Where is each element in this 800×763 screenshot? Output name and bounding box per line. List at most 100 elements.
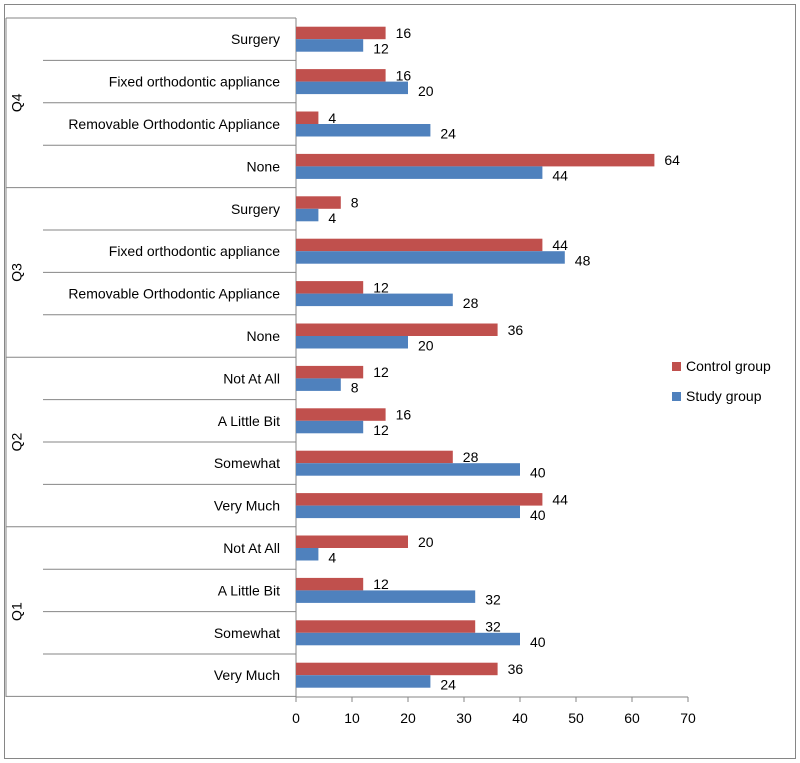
category-label: Not At All (223, 540, 280, 556)
bar-control (296, 69, 386, 82)
category-label: Removable Orthodontic Appliance (68, 116, 280, 132)
bar-control (296, 196, 341, 209)
data-label-study: 40 (530, 507, 546, 523)
data-label-study: 28 (463, 295, 479, 311)
bar-control (296, 365, 364, 379)
category-label: Fixed orthodontic appliance (109, 243, 280, 259)
data-label-control: 44 (552, 491, 568, 507)
x-tick-label: 60 (624, 710, 640, 726)
data-label-control: 16 (396, 407, 412, 423)
data-label-control: 28 (463, 449, 479, 465)
legend-swatch-control (672, 362, 681, 371)
bar-control (296, 323, 498, 336)
data-label-study: 4 (328, 549, 336, 565)
data-label-study: 40 (530, 634, 546, 650)
data-label-control: 12 (373, 364, 389, 380)
x-tick-label: 50 (568, 710, 584, 726)
category-label: Fixed orthodontic appliance (109, 74, 280, 90)
data-label-study: 24 (440, 125, 456, 141)
data-label-study: 20 (418, 337, 434, 353)
legend-label-control: Control group (686, 358, 771, 374)
bar-study (296, 463, 520, 476)
bar-control (296, 408, 386, 421)
bar-study (296, 378, 341, 391)
group-label: Q2 (9, 432, 25, 451)
data-label-control: 36 (508, 322, 524, 338)
data-label-control: 16 (396, 67, 412, 83)
legend-swatch-study (672, 392, 681, 401)
x-tick-label: 40 (512, 710, 528, 726)
data-label-study: 8 (351, 380, 359, 396)
legend: Control group Study group (672, 358, 771, 404)
bar-study (296, 39, 364, 52)
data-label-study: 12 (373, 422, 389, 438)
data-label-control: 20 (418, 534, 434, 550)
x-tick-label: 10 (344, 710, 360, 726)
x-tick-label: 0 (292, 710, 300, 726)
bar-control (296, 620, 476, 633)
category-label: Surgery (231, 31, 280, 47)
bar-control (296, 153, 655, 167)
category-label: A Little Bit (218, 582, 280, 598)
category-label: Not At All (223, 370, 280, 386)
data-label-study: 20 (418, 83, 434, 99)
group-label: Q1 (9, 602, 25, 621)
bar-control (296, 238, 543, 252)
category-label: Somewhat (214, 625, 280, 641)
bar-control (296, 662, 498, 676)
category-label: None (247, 158, 281, 174)
x-tick-label: 70 (680, 710, 696, 726)
data-label-control: 12 (373, 576, 389, 592)
bar-control (296, 535, 408, 548)
category-label: Very Much (214, 667, 280, 683)
bar-study (296, 166, 543, 179)
x-tick-label: 20 (400, 710, 416, 726)
data-label-control: 4 (328, 110, 336, 126)
bar-study (296, 251, 565, 264)
data-label-study: 12 (373, 40, 389, 56)
data-label-control: 64 (664, 152, 680, 168)
group-label: Q3 (9, 263, 25, 282)
bar-study (296, 548, 319, 561)
bars (296, 26, 655, 688)
bar-study (296, 293, 453, 307)
data-label-control: 8 (351, 195, 359, 211)
category-label: Somewhat (214, 455, 280, 471)
x-tick-label: 30 (456, 710, 472, 726)
data-label-study: 40 (530, 464, 546, 480)
bar-study (296, 420, 364, 434)
category-label: Removable Orthodontic Appliance (68, 286, 280, 302)
data-labels: 1612162042464448444481228362012816122840… (328, 25, 680, 693)
category-label: Very Much (214, 498, 280, 514)
category-label: A Little Bit (218, 413, 280, 429)
data-label-study: 44 (552, 168, 568, 184)
bar-control (296, 493, 543, 506)
data-label-control: 32 (485, 619, 501, 635)
bar-study (296, 590, 476, 603)
data-label-control: 16 (396, 25, 412, 41)
data-label-study: 48 (575, 252, 591, 268)
bar-study (296, 124, 431, 137)
data-label-control: 44 (552, 237, 568, 253)
group-label: Q4 (9, 93, 25, 112)
bar-control (296, 111, 319, 124)
data-label-study: 32 (485, 592, 501, 608)
bar-study (296, 336, 408, 349)
bar-control (296, 281, 364, 294)
bar-control (296, 26, 386, 40)
data-label-study: 4 (328, 210, 336, 226)
category-label: Surgery (231, 201, 280, 217)
bar-control (296, 450, 453, 464)
bar-study (296, 675, 431, 688)
bar-study (296, 505, 520, 519)
data-label-study: 24 (440, 676, 456, 692)
data-label-control: 36 (508, 661, 524, 677)
data-label-control: 12 (373, 279, 389, 295)
bar-study (296, 208, 319, 222)
bar-control (296, 577, 364, 591)
legend-label-study: Study group (686, 388, 762, 404)
bar-study (296, 81, 408, 95)
bar-study (296, 632, 520, 646)
